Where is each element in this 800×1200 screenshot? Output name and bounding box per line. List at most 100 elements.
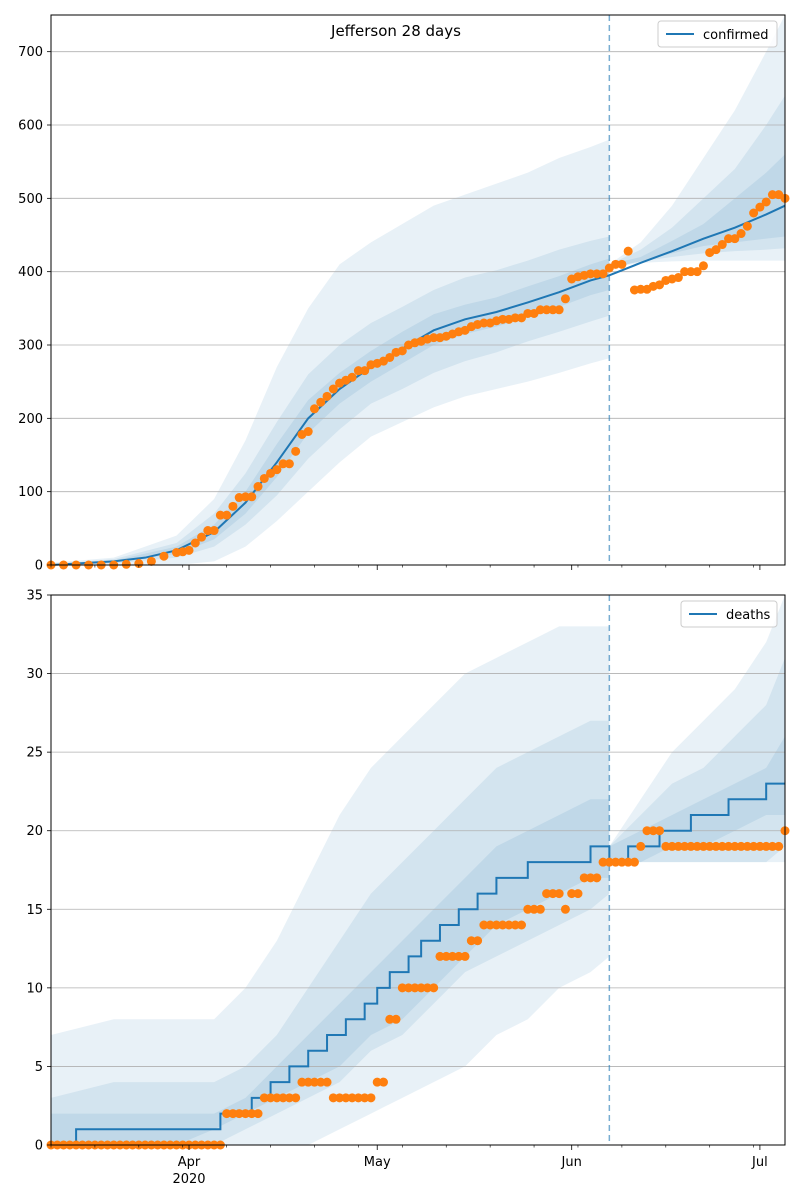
observed-point — [203, 526, 213, 536]
observed-point — [228, 501, 238, 511]
observed-point — [190, 538, 200, 548]
observed-point — [548, 305, 558, 315]
observed-point — [655, 826, 665, 836]
uncertainty-band-outer — [609, 15, 785, 268]
observed-point — [560, 294, 570, 304]
observed-point — [510, 920, 520, 930]
observed-point — [698, 261, 708, 271]
observed-point — [573, 889, 583, 899]
observed-point — [322, 1077, 332, 1087]
legend-label-deaths: deaths — [726, 608, 771, 623]
y-tick-label: 600 — [18, 119, 43, 134]
observed-point — [460, 951, 470, 961]
observed-point — [422, 983, 432, 993]
uncertainty-band-inner — [609, 154, 785, 268]
observed-point — [385, 1014, 395, 1024]
observed-point — [397, 983, 407, 993]
observed-point — [742, 221, 752, 231]
observed-point — [498, 920, 508, 930]
observed-point — [366, 1093, 376, 1103]
observed-point — [435, 951, 445, 961]
observed-point — [592, 873, 602, 883]
x-tick-label: Apr — [178, 1155, 201, 1170]
observed-point — [623, 246, 633, 256]
observed-point — [761, 197, 771, 207]
observed-point — [454, 951, 464, 961]
observed-point — [686, 267, 696, 277]
observed-point — [416, 983, 426, 993]
observed-point — [548, 889, 558, 899]
observed-point — [284, 459, 294, 469]
observed-point — [717, 841, 727, 851]
observed-point — [767, 190, 777, 200]
observed-point — [328, 384, 338, 394]
uncertainty-band-mid — [609, 657, 785, 863]
observed-point — [579, 873, 589, 883]
observed-point — [385, 352, 395, 362]
y-tick-label: 15 — [26, 903, 43, 918]
observed-point — [767, 841, 777, 851]
observed-point — [404, 983, 414, 993]
deaths-panel: 0 5 10 15 20 25 30 35 Apr 2020 May Jun Jul deaths — [26, 589, 790, 1187]
observed-point — [510, 313, 520, 323]
observed-point — [303, 1077, 313, 1087]
observed-point — [316, 397, 326, 407]
observed-point — [303, 427, 313, 437]
uncertainty-band-inner — [51, 799, 610, 1145]
y-tick-label: 700 — [18, 45, 43, 60]
observed-point — [680, 841, 690, 851]
observed-point — [259, 473, 269, 483]
observed-point — [736, 841, 746, 851]
observed-point — [479, 318, 489, 328]
observed-point — [542, 305, 552, 315]
observed-point — [247, 1109, 257, 1119]
observed-point — [485, 920, 495, 930]
observed-point — [448, 951, 458, 961]
observed-point — [692, 841, 702, 851]
observed-point — [554, 889, 564, 899]
observed-point — [291, 1093, 301, 1103]
confirmed-y-axis: 0 100 200 300 400 500 600 700 — [18, 45, 51, 574]
uncertainty-band-outer — [51, 139, 610, 565]
observed-point — [491, 920, 501, 930]
observed-point — [391, 1014, 401, 1024]
y-tick-label: 25 — [26, 746, 43, 761]
chart-title: Jefferson 28 days — [330, 22, 461, 40]
confirmed-uncertainty-bands — [51, 15, 785, 565]
legend-box — [657, 20, 778, 48]
observed-point — [247, 492, 257, 502]
observed-point — [228, 1109, 238, 1119]
observed-point — [222, 1109, 232, 1119]
observed-point — [749, 208, 759, 218]
observed-point — [680, 267, 690, 277]
observed-point — [291, 446, 301, 456]
observed-point — [535, 305, 545, 315]
observed-point — [598, 857, 608, 867]
observed-point — [611, 259, 621, 269]
observed-point — [529, 904, 539, 914]
observed-point — [742, 841, 752, 851]
observed-point — [134, 559, 144, 569]
observed-point — [755, 841, 765, 851]
observed-point — [774, 841, 784, 851]
observed-point — [717, 240, 727, 250]
observed-point — [278, 1093, 288, 1103]
x-tick-sublabel: 2020 — [172, 1172, 205, 1187]
y-tick-label: 0 — [35, 1139, 43, 1154]
observed-point — [636, 284, 646, 294]
confirmed-observed-points — [46, 190, 790, 570]
observed-point — [661, 841, 671, 851]
observed-point — [592, 269, 602, 279]
observed-point — [642, 826, 652, 836]
observed-point — [309, 1077, 319, 1087]
observed-point — [761, 841, 771, 851]
observed-point — [222, 510, 232, 520]
confirmed-axes-frame — [50, 14, 786, 566]
observed-point — [372, 1077, 382, 1087]
observed-point — [611, 857, 621, 867]
observed-point — [686, 841, 696, 851]
observed-point — [711, 841, 721, 851]
observed-point — [429, 333, 439, 343]
deaths-axes-frame — [50, 594, 786, 1146]
y-tick-label: 35 — [26, 589, 43, 604]
